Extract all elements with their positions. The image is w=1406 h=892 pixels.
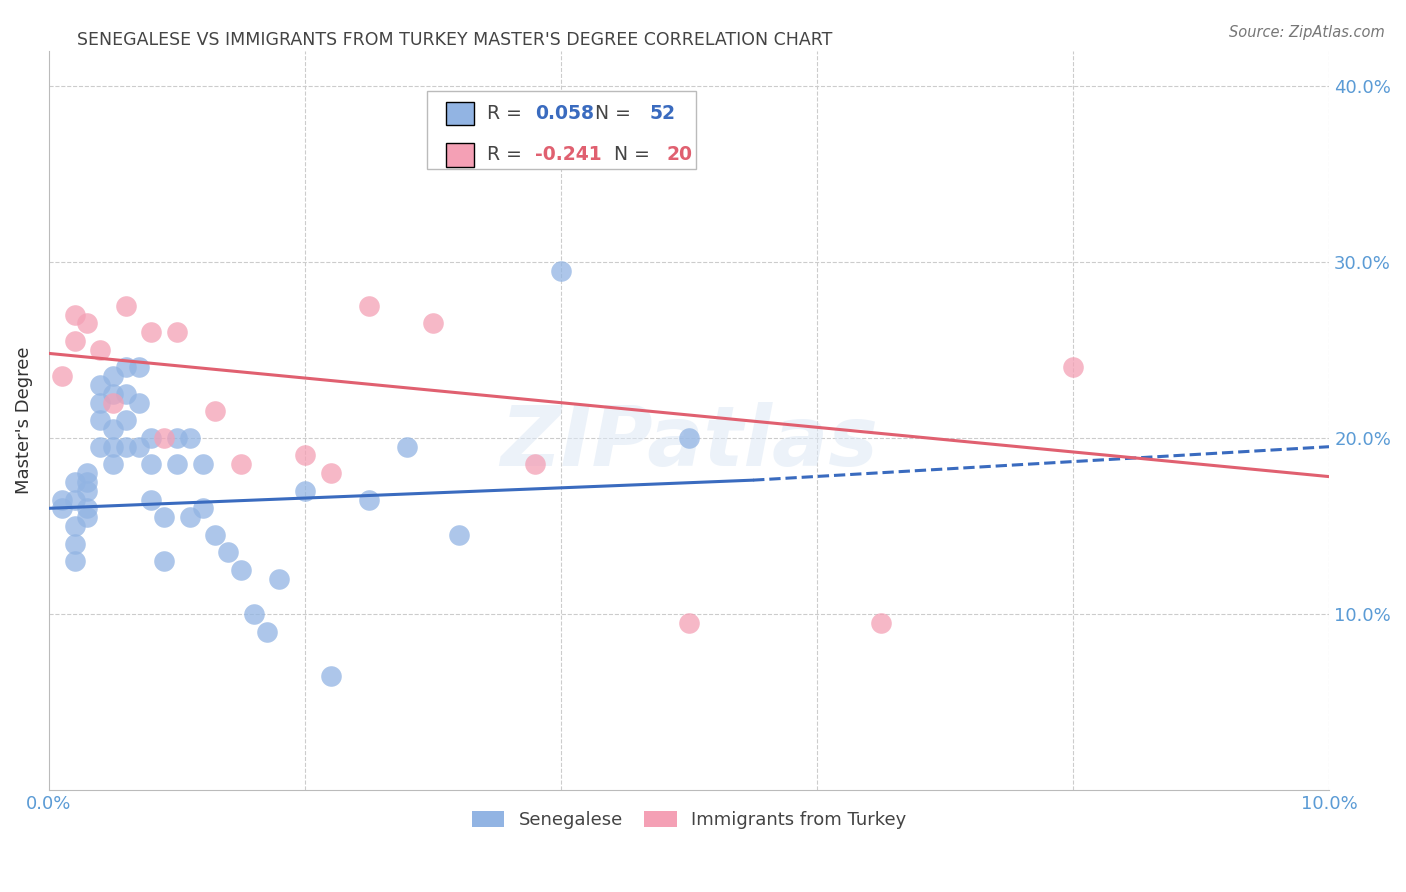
Point: [63, 492, 86, 507]
Point: [101, 395, 124, 409]
Point: [76, 475, 98, 489]
FancyBboxPatch shape: [426, 91, 696, 169]
Text: SENEGALESE VS IMMIGRANTS FROM TURKEY MASTER'S DEGREE CORRELATION CHART: SENEGALESE VS IMMIGRANTS FROM TURKEY MAS…: [77, 31, 832, 49]
Point: [166, 458, 188, 472]
Text: -0.241: -0.241: [536, 145, 602, 164]
Point: [128, 440, 150, 454]
Point: [114, 360, 136, 375]
Text: N =: N =: [583, 104, 637, 123]
Point: [524, 458, 547, 472]
Point: [101, 440, 124, 454]
Point: [153, 510, 176, 524]
Point: [422, 317, 444, 331]
Text: N =: N =: [602, 145, 657, 164]
Point: [114, 299, 136, 313]
Point: [166, 431, 188, 445]
Point: [89, 378, 111, 392]
Point: [89, 413, 111, 427]
Text: 52: 52: [650, 104, 675, 123]
Point: [63, 308, 86, 322]
Point: [256, 624, 278, 639]
Point: [114, 440, 136, 454]
Point: [294, 483, 316, 498]
Point: [243, 607, 266, 621]
Text: R =: R =: [486, 145, 527, 164]
Point: [204, 527, 226, 541]
Point: [114, 387, 136, 401]
Point: [153, 554, 176, 568]
Point: [51, 369, 73, 384]
Point: [51, 501, 73, 516]
Point: [101, 387, 124, 401]
Point: [89, 343, 111, 357]
Y-axis label: Master's Degree: Master's Degree: [15, 347, 32, 494]
Point: [89, 440, 111, 454]
Point: [63, 554, 86, 568]
Point: [89, 395, 111, 409]
Point: [269, 572, 291, 586]
Point: [870, 615, 893, 630]
FancyBboxPatch shape: [446, 102, 474, 126]
Point: [76, 501, 98, 516]
Point: [63, 536, 86, 550]
Point: [51, 492, 73, 507]
Point: [191, 501, 214, 516]
Point: [76, 510, 98, 524]
Point: [101, 369, 124, 384]
Point: [357, 299, 380, 313]
Text: 20: 20: [666, 145, 692, 164]
Point: [191, 458, 214, 472]
Point: [678, 431, 700, 445]
Point: [141, 458, 163, 472]
Point: [141, 326, 163, 340]
Text: ZIPatlas: ZIPatlas: [501, 402, 879, 483]
Point: [550, 263, 572, 277]
Point: [217, 545, 239, 559]
Point: [101, 458, 124, 472]
Point: [63, 475, 86, 489]
Point: [294, 449, 316, 463]
Point: [166, 326, 188, 340]
Point: [179, 510, 201, 524]
Point: [63, 334, 86, 348]
Point: [63, 519, 86, 533]
Point: [76, 483, 98, 498]
Text: R =: R =: [486, 104, 527, 123]
Text: 0.058: 0.058: [536, 104, 595, 123]
Point: [229, 563, 252, 577]
Point: [141, 492, 163, 507]
Point: [357, 492, 380, 507]
Point: [204, 404, 226, 418]
Point: [101, 422, 124, 436]
Point: [76, 317, 98, 331]
Point: [678, 615, 700, 630]
Text: Source: ZipAtlas.com: Source: ZipAtlas.com: [1229, 25, 1385, 40]
Point: [179, 431, 201, 445]
Point: [319, 668, 342, 682]
Point: [114, 413, 136, 427]
Point: [229, 458, 252, 472]
Point: [447, 527, 470, 541]
Point: [153, 431, 176, 445]
Point: [141, 431, 163, 445]
Point: [319, 466, 342, 480]
Point: [396, 440, 419, 454]
Point: [1062, 360, 1084, 375]
Point: [128, 360, 150, 375]
Legend: Senegalese, Immigrants from Turkey: Senegalese, Immigrants from Turkey: [464, 804, 914, 837]
FancyBboxPatch shape: [446, 143, 474, 167]
Point: [128, 395, 150, 409]
Point: [76, 466, 98, 480]
